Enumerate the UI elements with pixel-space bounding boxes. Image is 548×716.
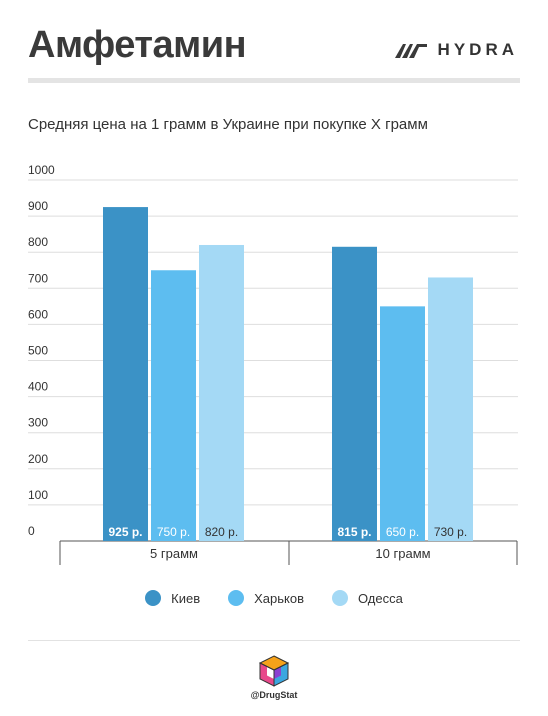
legend-label: Одесса bbox=[357, 590, 403, 606]
legend-item-kharkiv: Харьков bbox=[228, 590, 304, 606]
data-label: 730 р. bbox=[434, 525, 467, 539]
data-label: 925 р. bbox=[108, 525, 142, 539]
brand-name: HYDRA bbox=[437, 40, 518, 59]
bar bbox=[332, 246, 377, 541]
bar bbox=[151, 270, 196, 541]
legend: Киев Харьков Одесса bbox=[0, 590, 548, 606]
y-tick-label: 700 bbox=[28, 271, 48, 285]
bar bbox=[103, 207, 148, 541]
data-label: 815 р. bbox=[337, 525, 371, 539]
x-tick-label: 10 грамм bbox=[375, 546, 430, 561]
legend-label: Харьков bbox=[254, 590, 304, 606]
y-tick-label: 0 bbox=[28, 524, 35, 538]
footer-handle: @DrugStat bbox=[250, 690, 298, 700]
bar bbox=[199, 244, 244, 542]
legend-swatch bbox=[331, 590, 348, 606]
y-tick-label: 500 bbox=[28, 344, 48, 358]
y-tick-label: 600 bbox=[28, 307, 48, 321]
legend-swatch bbox=[145, 590, 162, 606]
bar bbox=[380, 306, 425, 541]
footer-divider bbox=[28, 640, 520, 641]
y-tick-label: 1000 bbox=[28, 163, 55, 177]
y-tick-label: 800 bbox=[28, 235, 48, 249]
legend-swatch bbox=[228, 590, 245, 606]
y-tick-label: 400 bbox=[28, 380, 48, 394]
legend-item-kiev: Киев bbox=[145, 590, 200, 606]
x-tick-label: 5 грамм bbox=[150, 546, 198, 561]
legend-item-odesa: Одесса bbox=[331, 590, 403, 606]
data-label: 650 р. bbox=[386, 525, 419, 539]
page-title: Амфетамин bbox=[28, 24, 247, 66]
y-tick-label: 100 bbox=[28, 488, 48, 502]
y-tick-label: 300 bbox=[28, 416, 48, 430]
chart-title: Средняя цена на 1 грамм в Украине при по… bbox=[28, 116, 428, 133]
hydra-logo-icon bbox=[394, 44, 427, 58]
brand: HYDRA bbox=[394, 40, 518, 60]
y-tick-label: 900 bbox=[28, 199, 48, 213]
footer: @DrugStat bbox=[0, 654, 548, 700]
data-label: 750 р. bbox=[157, 525, 190, 539]
header-divider bbox=[28, 78, 520, 83]
drugstat-cube-logo-icon bbox=[258, 655, 290, 687]
data-label: 820 р. bbox=[205, 525, 238, 539]
y-tick-label: 200 bbox=[28, 452, 48, 466]
bar bbox=[428, 277, 473, 541]
bar-chart: 0 100 200 300 400 500 600 700 800 900 1000 925 р. 75… bbox=[28, 163, 518, 565]
legend-label: Киев bbox=[171, 590, 201, 606]
